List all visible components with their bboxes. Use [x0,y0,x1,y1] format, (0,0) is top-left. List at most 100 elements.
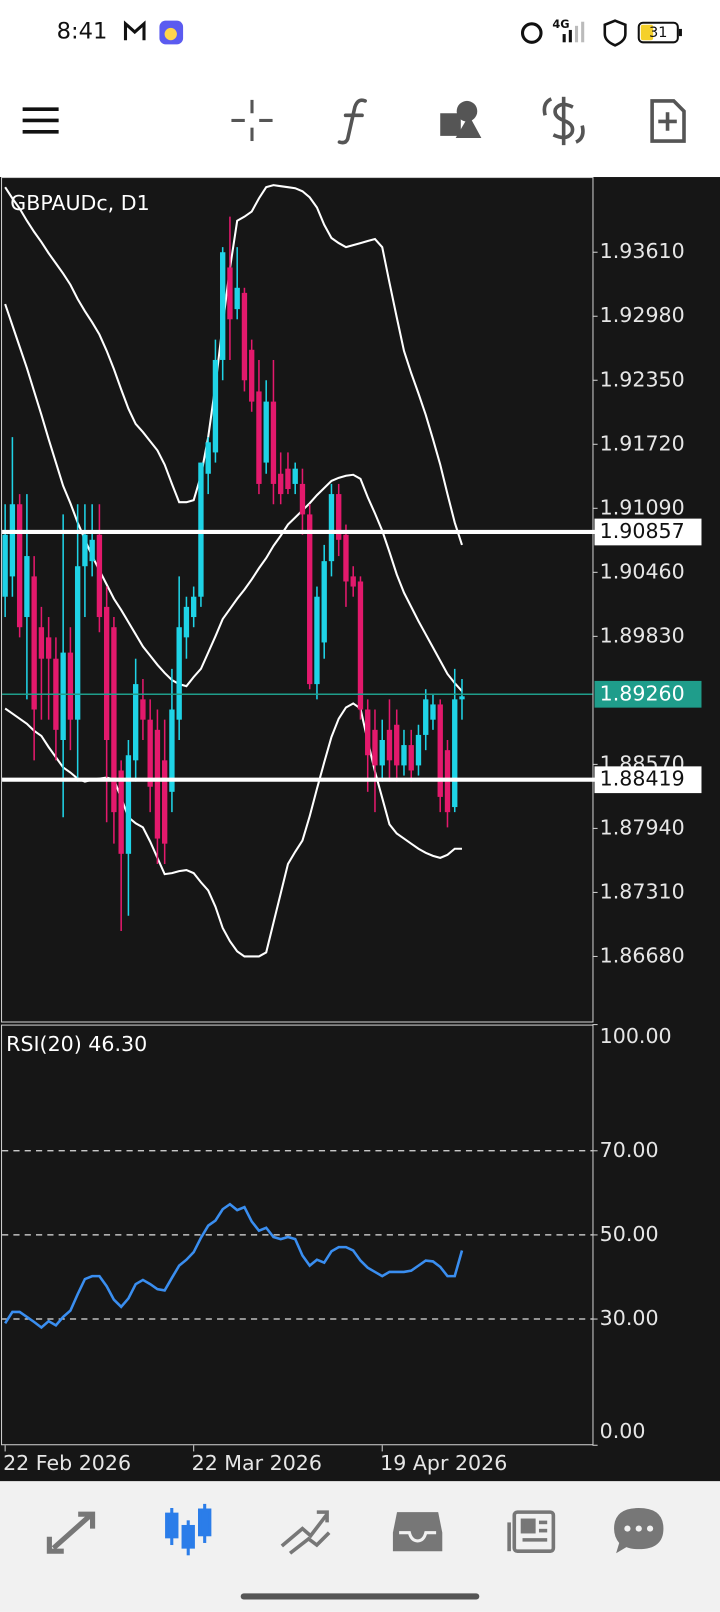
chart-tab[interactable] [165,1503,212,1556]
candle-body [169,709,175,792]
candle-body [2,534,8,597]
battery-percent: 31 [649,25,667,41]
candle-body [82,534,88,567]
candle-body [31,576,37,710]
candle-body [343,534,349,582]
indicators-button[interactable] [337,98,367,145]
chat-tab[interactable] [614,1508,664,1554]
candle-body [379,740,385,766]
network-type: 4G [552,18,569,31]
y-tick-label: 1.91090 [600,495,685,519]
x-tick-label: 22 Feb 2026 [3,1451,131,1475]
candle-body [270,401,277,484]
candle-body [415,734,422,766]
y-tick-label: 1.87940 [600,815,685,839]
candle-body [74,566,81,720]
y-tick-label: 1.89830 [600,623,685,647]
y-tick-label: 30.00 [600,1306,659,1330]
candle-body [357,581,364,710]
candle-body [234,287,240,310]
candle-body [147,719,153,787]
y-tick-label: 1.86680 [600,943,685,967]
y-tick-label: 0.00 [600,1419,646,1443]
candle-body [285,468,291,490]
crosshair-button[interactable] [231,99,273,142]
alarm-icon [520,22,543,44]
candle-body [212,359,219,453]
candle-body [132,684,139,761]
candle-body [328,494,335,562]
candle-body [140,699,146,720]
level-label: 1.90857 [600,519,685,543]
candle-body [45,637,52,659]
candle-body [9,504,16,577]
candle-body [198,462,204,597]
candle-body [314,596,320,685]
candle-body [89,539,95,562]
x-tick-label: 19 Apr 2026 [380,1451,507,1475]
news-tab[interactable] [507,1510,556,1553]
bollinger-band [4,184,463,546]
candle-body [256,391,262,484]
candle-body [191,596,197,618]
rsi-title: RSI(20) 46.30 [6,1032,147,1056]
candle-body [386,729,393,761]
menu-button[interactable] [22,107,59,134]
candle-body [437,704,443,797]
candle-body [125,755,132,854]
candle-body [430,704,436,720]
y-tick-label: 1.92350 [600,367,685,391]
candle-body [263,401,269,463]
candle-body [292,468,298,484]
candle-body [452,699,458,808]
objects-button[interactable] [440,100,482,138]
y-tick-label: 1.91720 [600,431,685,455]
candle-body [394,724,400,766]
candle-body [249,349,255,402]
trade-tab[interactable] [280,1510,331,1555]
candle-body [183,606,190,638]
mail-icon [123,20,146,41]
candle-body [103,606,110,740]
candle-body [299,483,306,515]
candle-body [154,729,161,839]
history-tab[interactable] [392,1512,443,1552]
clock: 8:41 [57,19,108,45]
candle-body [60,652,66,740]
candle-body [372,729,378,766]
shield-icon [603,19,627,47]
candle-body [365,709,371,756]
chart-layer: 1.93610 1.92980 1.92350 1.91720 1.91090 1.904… [2,184,702,1475]
level-label: 1.88419 [600,767,685,791]
y-tick-label: 1.90460 [600,559,685,583]
candle-body [241,292,248,381]
symbols-button[interactable] [542,96,585,146]
candle-body [401,745,407,766]
candle-body [278,473,284,495]
y-tick-label: 1.92980 [600,303,685,327]
y-tick-label: 1.87310 [600,879,685,903]
candle-body [38,627,45,659]
current-price-box [594,680,702,708]
candle-body [176,627,182,720]
y-tick-label: 50.00 [600,1222,659,1246]
candle-body [96,534,103,618]
candle-body [423,699,429,735]
level-box [594,518,702,546]
x-tick-label: 22 Mar 2026 [192,1451,322,1475]
quotes-tab[interactable] [46,1511,96,1554]
bottom-nav [0,1481,720,1612]
battery-level [640,24,654,41]
candle-body [24,556,30,618]
price-pane-frame [1,177,594,1023]
candle-body [67,652,74,720]
candle-body [321,561,327,643]
new-order-button[interactable] [650,99,686,143]
candle-body [205,442,211,474]
chart-title: GBPAUDc, D1 [10,191,149,215]
weather-sun [164,27,177,41]
candle-body [220,252,226,360]
candle-body [408,745,414,771]
candle-body [336,494,342,540]
